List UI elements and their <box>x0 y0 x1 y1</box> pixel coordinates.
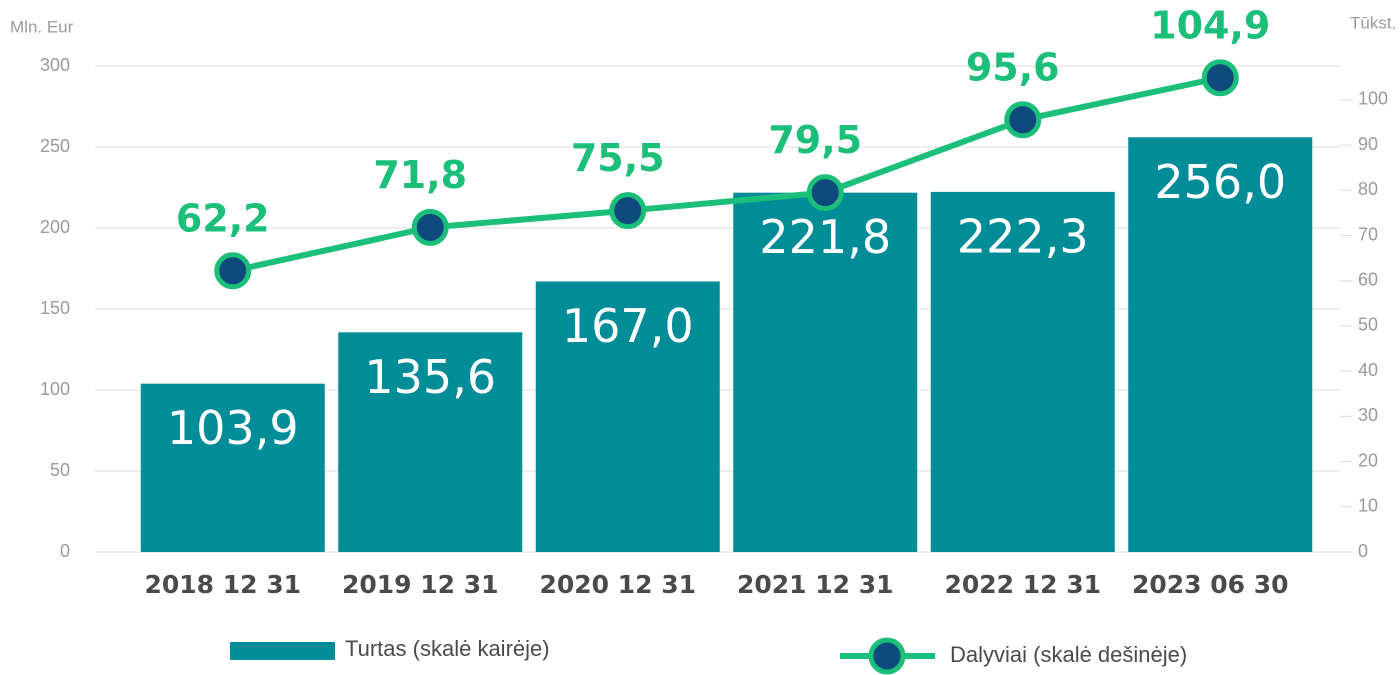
x-tick-label: 2022 12 31 <box>944 570 1101 599</box>
y2-tick-label: 0 <box>1358 541 1368 561</box>
y-tick-label: 200 <box>40 217 70 237</box>
y-tick-label: 100 <box>40 379 70 399</box>
line-value-label: 95,6 <box>966 45 1060 89</box>
y-tick-label: 50 <box>50 460 70 480</box>
y2-axis-label: Tūkst. <box>1350 13 1396 32</box>
bar-value-label: 222,3 <box>957 209 1089 263</box>
legend-label: Turtas (skalė kairėje) <box>345 636 550 661</box>
bar-value-label: 135,6 <box>364 350 496 404</box>
y2-tick-label: 100 <box>1358 89 1388 109</box>
legend-marker <box>871 640 903 672</box>
y2-tick-label: 20 <box>1358 450 1378 470</box>
chart: Mln. Eur Tūkst. 0 50 100 150 200 250 300 0 10 20 3… <box>0 0 1400 675</box>
line-value-label: 104,9 <box>1150 3 1270 47</box>
y-tick-label: 250 <box>40 136 70 156</box>
line-marker <box>612 195 644 227</box>
y2-tick-label: 10 <box>1358 496 1378 516</box>
y-tick-label: 150 <box>40 298 70 318</box>
line-value-label: 62,2 <box>176 196 270 240</box>
bar-value-label: 221,8 <box>759 210 891 264</box>
x-tick-label: 2019 12 31 <box>342 570 499 599</box>
y2-tick-label: 40 <box>1358 360 1378 380</box>
line-marker <box>1204 62 1236 94</box>
y2-tick-label: 80 <box>1358 179 1378 199</box>
y-tick-label: 300 <box>40 55 70 75</box>
x-tick-label: 2020 12 31 <box>539 570 696 599</box>
x-tick-label: 2023 06 30 <box>1132 570 1289 599</box>
x-tick-label: 2021 12 31 <box>737 570 894 599</box>
bar-value-label: 103,9 <box>167 401 299 455</box>
line-marker <box>414 211 446 243</box>
bar-value-label: 167,0 <box>562 299 694 353</box>
legend-swatch <box>230 642 335 660</box>
line-value-label: 71,8 <box>373 153 467 197</box>
line-marker <box>809 177 841 209</box>
y2-tick-label: 30 <box>1358 405 1378 425</box>
line-marker <box>1007 104 1039 136</box>
bar-value-label: 256,0 <box>1154 155 1286 209</box>
y2-tick-label: 90 <box>1358 134 1378 154</box>
y-tick-label: 0 <box>60 541 70 561</box>
line-marker <box>217 255 249 287</box>
line-value-label: 75,5 <box>571 136 665 180</box>
legend-label: Dalyviai (skalė dešinėje) <box>950 642 1187 667</box>
y2-tick-label: 60 <box>1358 269 1378 289</box>
x-tick-label: 2018 12 31 <box>144 570 301 599</box>
y-axis-label: Mln. Eur <box>10 17 74 36</box>
line-value-label: 79,5 <box>768 118 862 162</box>
y2-tick-label: 70 <box>1358 224 1378 244</box>
y2-tick-label: 50 <box>1358 315 1378 335</box>
